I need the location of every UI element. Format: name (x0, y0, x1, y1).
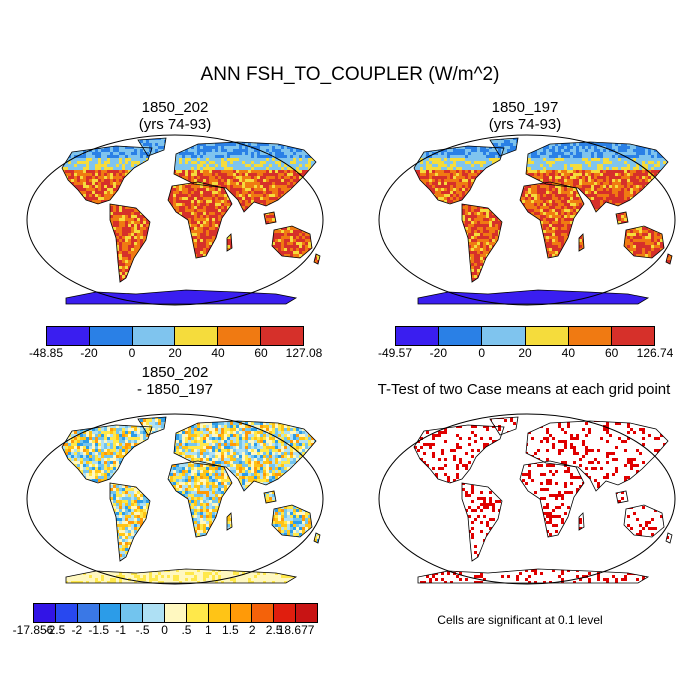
colorbar-swatch (260, 327, 303, 345)
map-difference (26, 413, 324, 585)
colorbar-tick-label: -.5 (135, 623, 150, 637)
colorbar-tick-label: 0 (161, 623, 168, 637)
colorbar-swatch (120, 604, 143, 622)
colorbar-swatch (229, 604, 252, 622)
colorbar-tick-label: -48.85 (28, 346, 64, 360)
colorbar-swatch (481, 327, 525, 345)
colorbar-case2-labels: -49.57 -20 0 20 40 60 126.74 (378, 346, 673, 360)
colorbar-tick-label: 0 (128, 346, 136, 360)
colorbar-swatch (207, 604, 230, 622)
colorbar-swatch (98, 604, 121, 622)
colorbar-tick-label: -1 (115, 623, 127, 637)
panel-title-ttest: T-Test of two Case means at each grid po… (377, 381, 671, 398)
colorbar-tick-label: 40 (211, 346, 225, 360)
significance-note: Cells are significant at 0.1 level (437, 613, 603, 627)
colorbar-swatch (54, 604, 77, 622)
colorbar-swatch (142, 604, 165, 622)
colorbar-swatch (273, 604, 296, 622)
colorbar-tick-label: -20 (80, 346, 98, 360)
colorbar-tick-label: 2 (248, 623, 256, 637)
colorbar-tick-label: 20 (168, 346, 182, 360)
colorbar-tick-label: 40 (561, 346, 576, 360)
colorbar-swatch (524, 327, 568, 345)
colorbar-swatch (396, 327, 439, 345)
figure-title: ANN FSH_TO_COUPLER (W/m^2) (200, 64, 500, 85)
colorbar-tick-label: 127.08 (285, 346, 323, 360)
colorbar-tick-label: 1.5 (221, 623, 239, 637)
colorbar-tick-label: 2.5 (265, 623, 283, 637)
colorbar-case1-labels: -48.85 -20 0 20 40 60 127.08 (29, 346, 322, 360)
colorbar-swatch (567, 327, 611, 345)
colorbar-tick-label: 18.677 (277, 623, 315, 637)
colorbar-swatch (438, 327, 482, 345)
colorbar-tick-label: 0 (478, 346, 485, 360)
colorbar-tick-label: -17.856 (12, 623, 54, 637)
colorbar-swatch (185, 604, 208, 622)
colorbar-tick-label: 20 (518, 346, 532, 360)
colorbar-tick-label: -2.5 (44, 623, 66, 637)
colorbar-swatch (217, 327, 261, 345)
colorbar-difference-labels: -17.856 -2.5 -2 -1.5 -1 -.5 0 .5 1 1.5 2 2.5 18.677 (13, 623, 318, 637)
colorbar-swatch (164, 604, 186, 622)
colorbar-tick-label: .5 (181, 623, 192, 637)
colorbar-swatch (47, 327, 89, 345)
colorbar-tick-label: 126.74 (636, 346, 674, 360)
map-case1 (26, 134, 324, 306)
colorbar-swatch (251, 604, 274, 622)
panel-title-difference: 1850_202 - 1850_197 (137, 364, 213, 398)
colorbar-tick-label: 1 (205, 623, 212, 637)
colorbar-tick-label: -20 (429, 346, 447, 360)
colorbar-case2 (395, 326, 655, 346)
colorbar-case1 (46, 326, 304, 346)
colorbar-swatch (34, 604, 55, 622)
colorbar-tick-label: -49.57 (377, 346, 413, 360)
colorbar-tick-label: 60 (254, 346, 268, 360)
map-case2 (378, 134, 676, 306)
colorbar-tick-label: -1.5 (88, 623, 110, 637)
colorbar-swatch (88, 327, 132, 345)
map-ttest (378, 413, 676, 585)
colorbar-swatch (131, 327, 175, 345)
colorbar-tick-label: 60 (604, 346, 619, 360)
colorbar-tick-label: -2 (71, 623, 83, 637)
colorbar-swatch (174, 327, 218, 345)
colorbar-swatch (610, 327, 655, 345)
panel-title-case1: 1850_202 (yrs 74-93) (138, 99, 212, 133)
colorbar-swatch (295, 604, 317, 622)
panel-title-case2: 1850_197 (yrs 74-93) (488, 99, 562, 133)
colorbar-swatch (76, 604, 99, 622)
colorbar-difference (33, 603, 318, 623)
